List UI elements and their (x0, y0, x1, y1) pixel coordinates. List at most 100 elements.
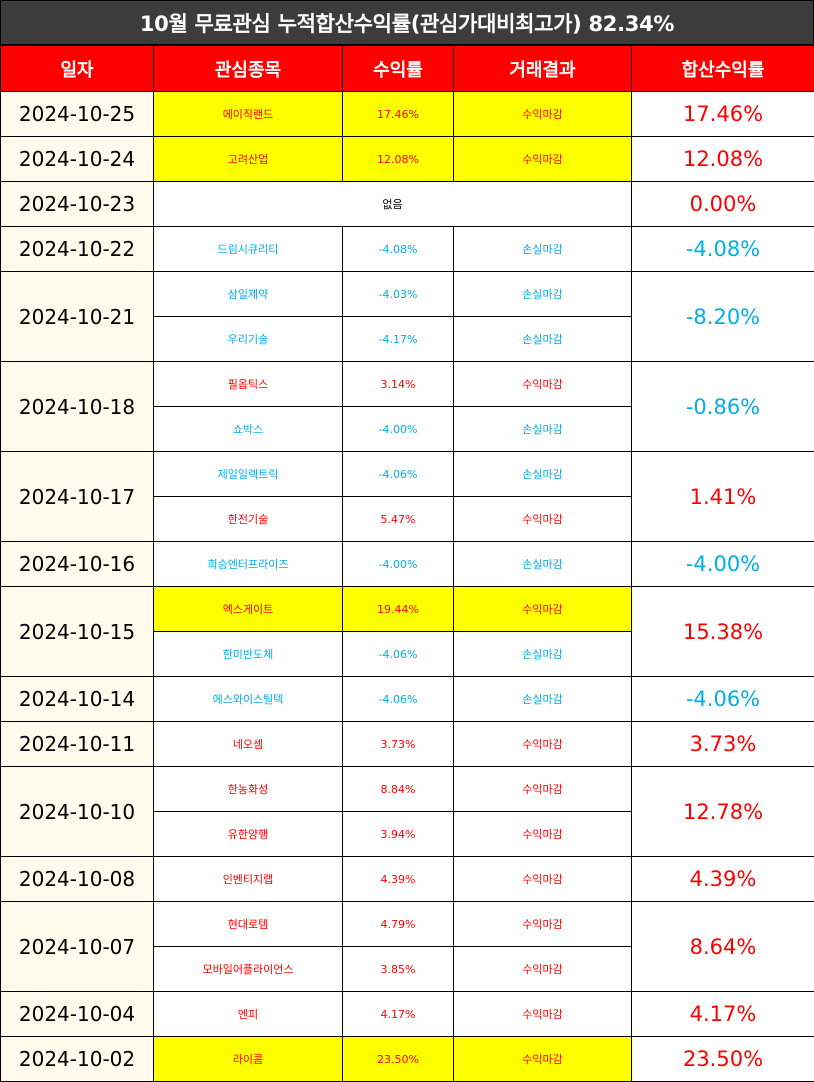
row-date: 2024-10-25 (1, 92, 154, 137)
stock-name-cell: 인벤티지랩 (154, 857, 343, 902)
row-total-return: -4.08% (632, 227, 814, 272)
stock-return-cell: -4.08% (343, 227, 454, 272)
trade-result-cell: 손실마감 (454, 227, 632, 272)
stock-return-cell: 4.39% (343, 857, 454, 902)
stock-name-cell: 고려산업 (154, 137, 343, 182)
stock-return-cell: 3.14% (343, 362, 454, 407)
stock-return-cell: 3.94% (343, 812, 454, 857)
trade-result-cell: 수익마감 (454, 92, 632, 137)
stock-return-cell: 17.46% (343, 92, 454, 137)
header-result: 거래결과 (454, 46, 632, 92)
trade-result-cell: 수익마감 (454, 857, 632, 902)
stock-name-cell: 삼일제약 (154, 272, 343, 317)
trade-result-cell: 수익마감 (454, 902, 632, 947)
stock-name-cell: 한전기술 (154, 497, 343, 542)
trade-result-cell: 손실마감 (454, 542, 632, 587)
row-date: 2024-10-04 (1, 992, 154, 1037)
stock-name-cell: 네오셈 (154, 722, 343, 767)
row-date: 2024-10-14 (1, 677, 154, 722)
trade-result-cell: 손실마감 (454, 407, 632, 452)
row-date: 2024-10-17 (1, 452, 154, 542)
header-stock: 관심종목 (154, 46, 343, 92)
row-date: 2024-10-16 (1, 542, 154, 587)
stock-return-cell: 12.08% (343, 137, 454, 182)
trade-result-cell: 수익마감 (454, 992, 632, 1037)
row-date: 2024-10-02 (1, 1037, 154, 1082)
no-pick-cell: 없음 (154, 182, 632, 227)
stock-name-cell: 에스와이스틸텍 (154, 677, 343, 722)
row-total-return: 4.39% (632, 857, 814, 902)
row-total-return: 4.17% (632, 992, 814, 1037)
row-total-return: -4.06% (632, 677, 814, 722)
trade-result-cell: 수익마감 (454, 767, 632, 812)
row-total-return: 15.38% (632, 587, 814, 677)
stock-return-cell: -4.03% (343, 272, 454, 317)
stock-return-cell: -4.00% (343, 407, 454, 452)
stock-name-cell: 제일일렉트릭 (154, 452, 343, 497)
row-total-return: 0.00% (632, 182, 814, 227)
trade-result-cell: 수익마감 (454, 947, 632, 992)
row-date: 2024-10-24 (1, 137, 154, 182)
stock-return-cell: -4.06% (343, 452, 454, 497)
stock-return-cell: -4.06% (343, 677, 454, 722)
trade-result-cell: 손실마감 (454, 272, 632, 317)
stock-return-cell: 8.84% (343, 767, 454, 812)
row-date: 2024-10-08 (1, 857, 154, 902)
stock-name-cell: 현대로템 (154, 902, 343, 947)
row-total-return: 12.08% (632, 137, 814, 182)
stock-name-cell: 쇼박스 (154, 407, 343, 452)
trade-result-cell: 수익마감 (454, 587, 632, 632)
stock-return-cell: 4.17% (343, 992, 454, 1037)
row-date: 2024-10-22 (1, 227, 154, 272)
stock-name-cell: 필옵틱스 (154, 362, 343, 407)
row-date: 2024-10-11 (1, 722, 154, 767)
row-date: 2024-10-15 (1, 587, 154, 677)
trade-result-cell: 손실마감 (454, 317, 632, 362)
stock-return-cell: 3.73% (343, 722, 454, 767)
trade-result-cell: 수익마감 (454, 1037, 632, 1082)
header-date: 일자 (1, 46, 154, 92)
trade-result-cell: 수익마감 (454, 362, 632, 407)
stock-return-cell: 5.47% (343, 497, 454, 542)
trade-result-cell: 수익마감 (454, 137, 632, 182)
row-total-return: 12.78% (632, 767, 814, 857)
stock-name-cell: 한농화성 (154, 767, 343, 812)
stock-return-cell: 19.44% (343, 587, 454, 632)
stock-name-cell: 모바일어플라이언스 (154, 947, 343, 992)
stock-name-cell: 희승엔터프라이즈 (154, 542, 343, 587)
stock-return-cell: 4.79% (343, 902, 454, 947)
row-total-return: 17.46% (632, 92, 814, 137)
row-total-return: -0.86% (632, 362, 814, 452)
trade-result-cell: 수익마감 (454, 722, 632, 767)
stock-return-cell: 3.85% (343, 947, 454, 992)
stock-return-cell: -4.17% (343, 317, 454, 362)
stock-name-cell: 한미반도체 (154, 632, 343, 677)
row-total-return: 23.50% (632, 1037, 814, 1082)
stock-return-cell: 23.50% (343, 1037, 454, 1082)
stock-name-cell: 엔피 (154, 992, 343, 1037)
stock-return-cell: -4.00% (343, 542, 454, 587)
row-date: 2024-10-18 (1, 362, 154, 452)
row-date: 2024-10-07 (1, 902, 154, 992)
trade-result-cell: 수익마감 (454, 812, 632, 857)
row-total-return: 3.73% (632, 722, 814, 767)
header-return: 수익률 (343, 46, 454, 92)
